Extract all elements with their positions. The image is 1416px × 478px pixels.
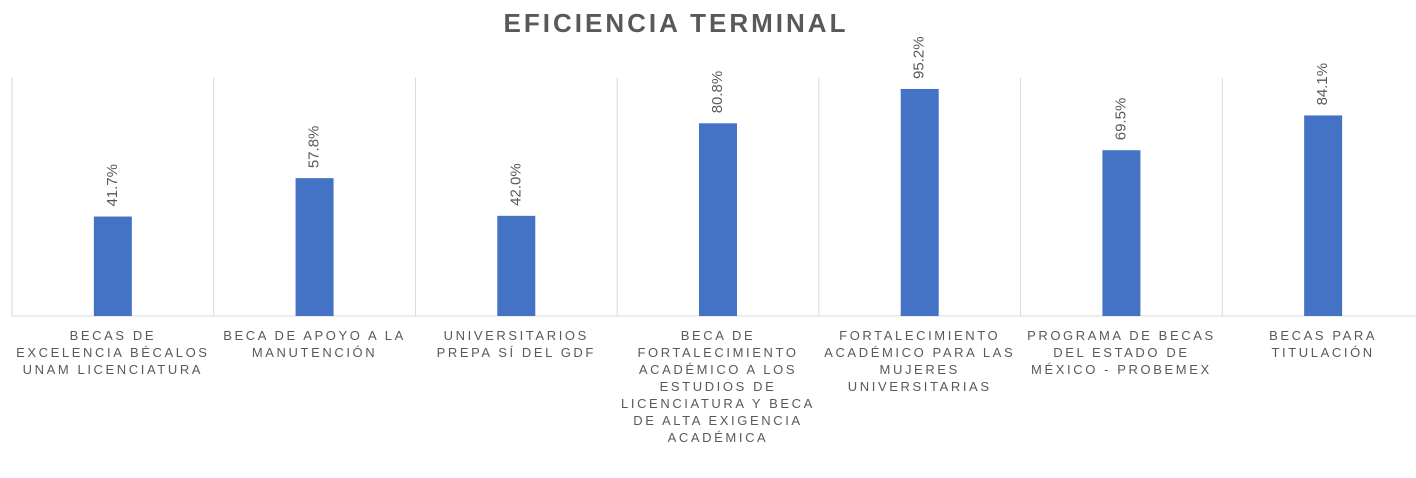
x-tick-label: BECAS PARA TITULACIÓN [1269, 328, 1378, 360]
x-tick-label: FORTALECIMIENTO ACADÉMICO PARA LAS MUJER… [824, 328, 1016, 394]
value-label: 57.8% [306, 126, 323, 169]
value-label: 42.0% [507, 163, 524, 206]
x-tick-label: UNIVERSITARIOS PREPA SÍ DEL GDF [436, 328, 596, 360]
bar [1304, 115, 1343, 316]
bar [295, 178, 334, 316]
x-tick-label: PROGRAMA DE BECAS DEL ESTADO DE MÉXICO -… [1027, 328, 1216, 377]
value-label: 69.5% [1112, 98, 1129, 141]
x-tick-label: BECAS DE EXCELENCIA BÉCALOS UNAM LICENCI… [16, 328, 210, 377]
chart-title: EFICIENCIA TERMINAL [503, 8, 849, 38]
bar [699, 123, 737, 317]
bar [93, 216, 132, 316]
x-tick-label: BECA DE APOYO A LA MANUTENCIÓN [223, 328, 406, 360]
value-label: 80.8% [709, 71, 726, 114]
value-label: 95.2% [911, 36, 928, 79]
bar [1102, 150, 1141, 316]
bar [900, 88, 939, 316]
value-label: 84.1% [1314, 63, 1331, 106]
x-tick-label: BECA DE FORTALECIMIENTO ACADÉMICO A LOS … [621, 328, 815, 445]
bar [497, 215, 536, 316]
value-label: 41.7% [104, 164, 121, 207]
